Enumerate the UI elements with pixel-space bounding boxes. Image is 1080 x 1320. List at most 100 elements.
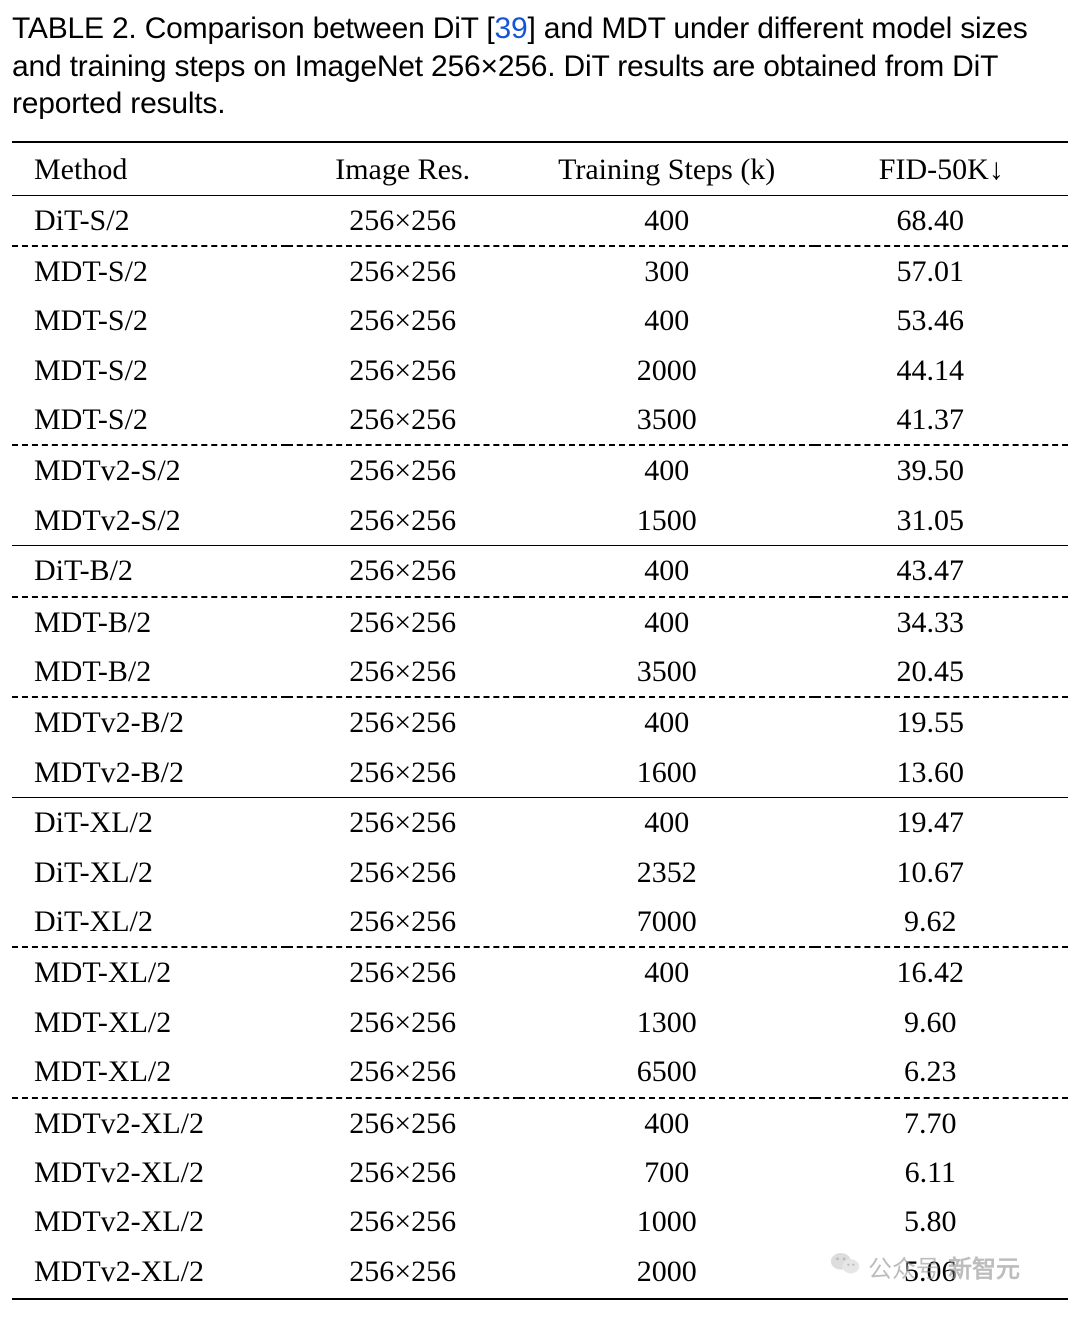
table-row: MDTv2-S/2256×25640039.50 bbox=[12, 445, 1068, 495]
cell-steps: 7000 bbox=[519, 897, 815, 947]
cell-res: 256×256 bbox=[287, 947, 519, 997]
cell-fid: 6.23 bbox=[815, 1047, 1068, 1097]
cell-res: 256×256 bbox=[287, 246, 519, 296]
table-body: DiT-S/2256×25640068.40MDT-S/2256×2563005… bbox=[12, 195, 1068, 1299]
cell-steps: 400 bbox=[519, 296, 815, 345]
page-root: TABLE 2. Comparison between DiT [39] and… bbox=[0, 0, 1080, 1320]
table-row: MDT-S/2256×25640053.46 bbox=[12, 296, 1068, 345]
cell-res: 256×256 bbox=[287, 798, 519, 848]
table-row: MDTv2-B/2256×256160013.60 bbox=[12, 748, 1068, 798]
cell-fid: 20.45 bbox=[815, 647, 1068, 697]
cell-method: MDTv2-XL/2 bbox=[12, 1098, 287, 1148]
cell-fid: 68.40 bbox=[815, 195, 1068, 246]
table-caption: TABLE 2. Comparison between DiT [39] and… bbox=[12, 10, 1068, 123]
table-head: Method Image Res. Training Steps (k) FID… bbox=[12, 142, 1068, 196]
cell-res: 256×256 bbox=[287, 647, 519, 697]
cell-steps: 400 bbox=[519, 195, 815, 246]
cell-fid: 19.55 bbox=[815, 697, 1068, 747]
table-row: DiT-XL/2256×25640019.47 bbox=[12, 798, 1068, 848]
cell-steps: 700 bbox=[519, 1148, 815, 1197]
cell-fid: 13.60 bbox=[815, 748, 1068, 798]
cell-steps: 6500 bbox=[519, 1047, 815, 1097]
cell-res: 256×256 bbox=[287, 748, 519, 798]
cell-steps: 2000 bbox=[519, 1247, 815, 1299]
cell-method: MDT-XL/2 bbox=[12, 998, 287, 1047]
results-table: Method Image Res. Training Steps (k) FID… bbox=[12, 141, 1068, 1301]
cell-res: 256×256 bbox=[287, 296, 519, 345]
header-row: Method Image Res. Training Steps (k) FID… bbox=[12, 142, 1068, 196]
cell-method: MDT-S/2 bbox=[12, 346, 287, 395]
cell-method: MDTv2-XL/2 bbox=[12, 1247, 287, 1299]
table-row: MDT-S/2256×256200044.14 bbox=[12, 346, 1068, 395]
cell-fid: 31.05 bbox=[815, 496, 1068, 546]
cell-method: MDTv2-S/2 bbox=[12, 445, 287, 495]
cell-method: MDT-XL/2 bbox=[12, 1047, 287, 1097]
table-row: MDTv2-XL/2256×25620005.06 bbox=[12, 1247, 1068, 1299]
cell-res: 256×256 bbox=[287, 1247, 519, 1299]
cell-method: MDTv2-B/2 bbox=[12, 748, 287, 798]
cell-res: 256×256 bbox=[287, 897, 519, 947]
cell-res: 256×256 bbox=[287, 848, 519, 897]
table-row: DiT-B/2256×25640043.47 bbox=[12, 546, 1068, 597]
table-row: MDT-XL/2256×25613009.60 bbox=[12, 998, 1068, 1047]
cell-res: 256×256 bbox=[287, 697, 519, 747]
cell-steps: 400 bbox=[519, 947, 815, 997]
table-row: MDT-XL/2256×25665006.23 bbox=[12, 1047, 1068, 1097]
cell-method: MDTv2-B/2 bbox=[12, 697, 287, 747]
table-row: MDT-B/2256×25640034.33 bbox=[12, 597, 1068, 647]
table-row: MDT-S/2256×256350041.37 bbox=[12, 395, 1068, 445]
table-row: MDT-S/2256×25630057.01 bbox=[12, 246, 1068, 296]
citation-link[interactable]: 39 bbox=[495, 12, 528, 45]
cell-steps: 2000 bbox=[519, 346, 815, 395]
cell-steps: 3500 bbox=[519, 647, 815, 697]
cell-fid: 16.42 bbox=[815, 947, 1068, 997]
header-fid: FID-50K↓ bbox=[815, 142, 1068, 196]
cell-res: 256×256 bbox=[287, 195, 519, 246]
cell-fid: 53.46 bbox=[815, 296, 1068, 345]
cell-method: MDT-S/2 bbox=[12, 296, 287, 345]
cell-fid: 43.47 bbox=[815, 546, 1068, 597]
table-row: MDTv2-XL/2256×2567006.11 bbox=[12, 1148, 1068, 1197]
cell-method: MDTv2-S/2 bbox=[12, 496, 287, 546]
cell-method: DiT-XL/2 bbox=[12, 897, 287, 947]
caption-pre-cite: Comparison between DiT [ bbox=[137, 12, 495, 45]
cell-method: MDTv2-XL/2 bbox=[12, 1197, 287, 1246]
table-row: MDTv2-XL/2256×25610005.80 bbox=[12, 1197, 1068, 1246]
cell-res: 256×256 bbox=[287, 445, 519, 495]
cell-fid: 34.33 bbox=[815, 597, 1068, 647]
cell-res: 256×256 bbox=[287, 395, 519, 445]
table-row: DiT-S/2256×25640068.40 bbox=[12, 195, 1068, 246]
caption-label: TABLE 2. bbox=[12, 12, 137, 45]
cell-steps: 400 bbox=[519, 697, 815, 747]
cell-steps: 400 bbox=[519, 546, 815, 597]
cell-fid: 9.62 bbox=[815, 897, 1068, 947]
cell-method: DiT-B/2 bbox=[12, 546, 287, 597]
table-row: MDT-B/2256×256350020.45 bbox=[12, 647, 1068, 697]
cell-steps: 300 bbox=[519, 246, 815, 296]
cell-steps: 400 bbox=[519, 445, 815, 495]
cell-steps: 400 bbox=[519, 798, 815, 848]
cell-steps: 1300 bbox=[519, 998, 815, 1047]
cell-fid: 7.70 bbox=[815, 1098, 1068, 1148]
table-row: DiT-XL/2256×25670009.62 bbox=[12, 897, 1068, 947]
header-method: Method bbox=[12, 142, 287, 196]
cell-steps: 1500 bbox=[519, 496, 815, 546]
cell-method: DiT-XL/2 bbox=[12, 848, 287, 897]
cell-fid: 9.60 bbox=[815, 998, 1068, 1047]
cell-res: 256×256 bbox=[287, 1148, 519, 1197]
cell-method: DiT-XL/2 bbox=[12, 798, 287, 848]
table-row: DiT-XL/2256×256235210.67 bbox=[12, 848, 1068, 897]
cell-steps: 2352 bbox=[519, 848, 815, 897]
cell-fid: 10.67 bbox=[815, 848, 1068, 897]
cell-res: 256×256 bbox=[287, 496, 519, 546]
cell-method: MDT-B/2 bbox=[12, 647, 287, 697]
cell-method: DiT-S/2 bbox=[12, 195, 287, 246]
cell-res: 256×256 bbox=[287, 1197, 519, 1246]
cell-method: MDT-S/2 bbox=[12, 246, 287, 296]
header-steps: Training Steps (k) bbox=[519, 142, 815, 196]
cell-steps: 400 bbox=[519, 1098, 815, 1148]
cell-method: MDT-B/2 bbox=[12, 597, 287, 647]
cell-steps: 400 bbox=[519, 597, 815, 647]
cell-method: MDT-XL/2 bbox=[12, 947, 287, 997]
cell-method: MDTv2-XL/2 bbox=[12, 1148, 287, 1197]
